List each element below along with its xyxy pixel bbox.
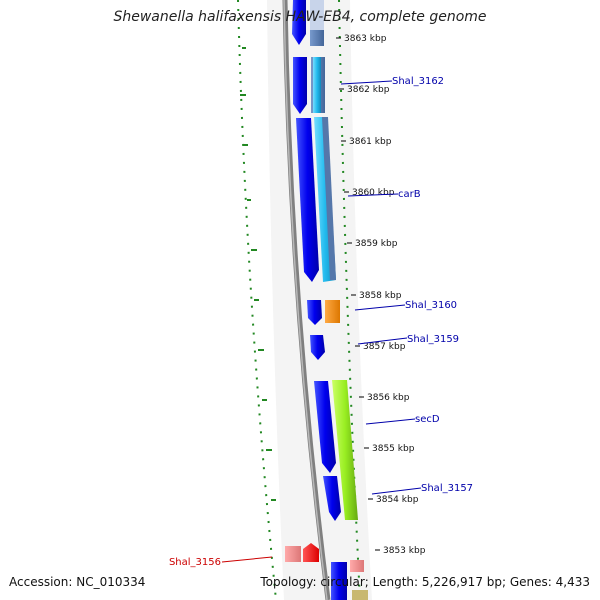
gene-block-top-right [310, 30, 324, 46]
gene-block-pink [285, 546, 301, 562]
kbp-tick-label: 3861 kbp [349, 137, 392, 147]
kbp-tick-label: 3854 kbp [376, 495, 419, 505]
kbp-tick-label: 3855 kbp [372, 444, 415, 454]
kbp-tick-label: 3863 kbp [344, 34, 387, 44]
kbp-tick-label: 3858 kbp [359, 291, 402, 301]
gene-label[interactable]: Shal_3157 [421, 483, 473, 494]
gene-label[interactable]: Shal_3162 [392, 76, 444, 87]
gene-label-leader [340, 80, 393, 85]
gene-arrow-6 [323, 476, 341, 521]
gene-arrow-top-left [292, 0, 306, 45]
gene-label[interactable]: Shal_3160 [405, 300, 457, 311]
genome-backbone-highlight [283, 0, 328, 600]
gene-block-bottom-blue [331, 562, 347, 600]
gene-label-leader [365, 418, 416, 425]
gene-label[interactable]: Shal_3156 [169, 557, 221, 568]
gene-label[interactable]: secD [415, 414, 440, 425]
genome-title: Shewanella halifaxensis HAW-EB4, complet… [113, 9, 487, 25]
gene-label-leader [371, 487, 422, 495]
cds-cyan-1 [313, 57, 321, 113]
gene-label-leader [354, 304, 406, 311]
cds-steel-2 [322, 117, 336, 280]
cds-orange [325, 300, 340, 323]
gene-arrow-red [303, 543, 319, 562]
gene-label[interactable]: Shal_3159 [407, 334, 459, 345]
gene-labels: Shal_3162 carB Shal_3160 Shal_3159 secD Shal_… [169, 76, 473, 568]
genome-backbone [282, 0, 331, 600]
gene-arrow-3 [307, 300, 322, 325]
gene-block-top-right-fade [310, 0, 324, 30]
gene-arrow-4 [310, 335, 325, 360]
kbp-ticks: 3863 kbp 3862 kbp 3861 kbp 3860 kbp 3859 kbp… [336, 34, 426, 556]
cds-lime [332, 380, 358, 520]
kbp-tick-label: 3856 kbp [367, 393, 410, 403]
kbp-tick-label: 3853 kbp [383, 546, 426, 556]
kbp-tick-label: 3862 kbp [347, 85, 390, 95]
gene-block-bottom-pink [350, 560, 364, 572]
accession-text: Accession: NC_010334 [9, 575, 146, 589]
gene-block-bottom-olive [352, 590, 368, 600]
kbp-tick-label: 3857 kbp [363, 342, 406, 352]
gene-label-leader [357, 337, 408, 345]
gene-arrow-1 [293, 57, 307, 114]
gc-skew-marks [240, 47, 276, 501]
kbp-tick-label: 3859 kbp [355, 239, 398, 249]
gene-label[interactable]: carB [398, 189, 421, 200]
gene-label-leader [221, 556, 273, 563]
kbp-tick-label: 3860 kbp [352, 188, 395, 198]
topology-text: Topology: circular; Length: 5,226,917 bp… [260, 575, 590, 589]
gene-arrow-2 [296, 118, 319, 282]
gene-label-leader [347, 193, 399, 197]
gene-arrow-5 [314, 381, 336, 473]
